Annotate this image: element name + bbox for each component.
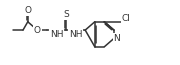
Text: NH: NH: [69, 30, 82, 39]
Text: NH: NH: [50, 30, 63, 39]
Text: N: N: [113, 34, 120, 43]
Text: O: O: [24, 6, 31, 15]
Text: O: O: [34, 26, 41, 35]
Text: S: S: [63, 10, 69, 19]
Text: Cl: Cl: [122, 14, 131, 23]
